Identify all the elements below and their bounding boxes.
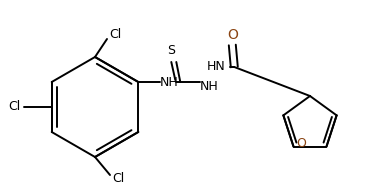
Text: S: S [167, 44, 175, 57]
Text: HN: HN [207, 60, 226, 74]
Text: Cl: Cl [112, 173, 124, 185]
Text: Cl: Cl [109, 29, 121, 42]
Text: Cl: Cl [8, 101, 21, 114]
Text: NH: NH [200, 80, 219, 92]
Text: O: O [227, 28, 238, 42]
Text: NH: NH [160, 75, 179, 88]
Text: O: O [297, 137, 307, 150]
